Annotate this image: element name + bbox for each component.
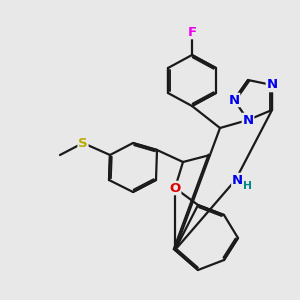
Text: O: O: [169, 182, 181, 194]
Text: S: S: [78, 136, 88, 149]
Text: N: N: [242, 113, 253, 127]
Text: N: N: [228, 94, 240, 106]
Text: H: H: [243, 181, 252, 191]
Text: N: N: [266, 79, 278, 92]
Text: N: N: [232, 173, 243, 187]
Text: F: F: [188, 26, 196, 38]
